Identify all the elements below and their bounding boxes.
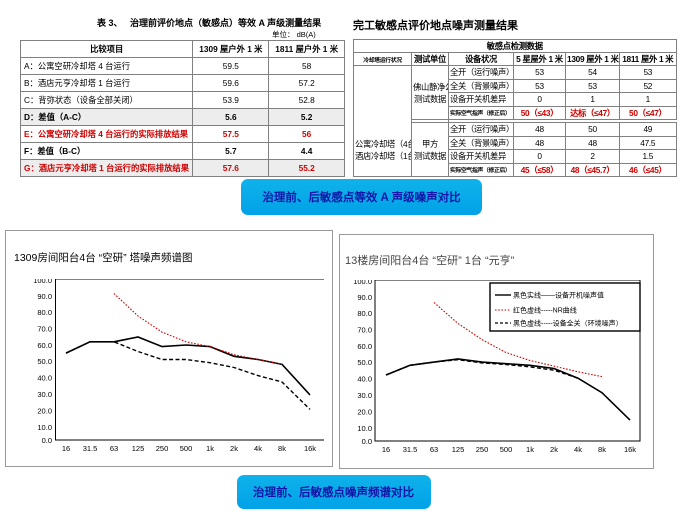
svg-text:125: 125 xyxy=(132,444,145,453)
svg-text:100.0: 100.0 xyxy=(33,279,52,285)
svg-text:40.0: 40.0 xyxy=(357,375,372,384)
svg-text:31.5: 31.5 xyxy=(83,444,98,453)
svg-text:4k: 4k xyxy=(254,444,262,453)
svg-text:40.0: 40.0 xyxy=(37,374,52,383)
svg-text:黑色实线——设备开机噪声值: 黑色实线——设备开机噪声值 xyxy=(513,291,604,300)
svg-text:70.0: 70.0 xyxy=(37,324,52,333)
svg-text:60.0: 60.0 xyxy=(37,341,52,350)
svg-text:90.0: 90.0 xyxy=(357,293,372,302)
svg-text:16: 16 xyxy=(382,445,390,454)
svg-text:30.0: 30.0 xyxy=(357,391,372,400)
svg-text:500: 500 xyxy=(500,445,513,454)
svg-text:8k: 8k xyxy=(598,445,606,454)
svg-text:90.0: 90.0 xyxy=(37,292,52,301)
svg-text:8k: 8k xyxy=(278,444,286,453)
svg-text:500: 500 xyxy=(180,444,193,453)
svg-text:20.0: 20.0 xyxy=(357,407,372,416)
svg-text:2k: 2k xyxy=(550,445,558,454)
svg-text:16k: 16k xyxy=(304,444,316,453)
svg-text:黑色虚线-----设备全关（环境噪声）: 黑色虚线-----设备全关（环境噪声） xyxy=(513,319,623,328)
svg-text:2k: 2k xyxy=(230,444,238,453)
svg-text:16k: 16k xyxy=(624,445,636,454)
svg-text:红色虚线-----NR曲线: 红色虚线-----NR曲线 xyxy=(513,306,577,315)
svg-text:250: 250 xyxy=(476,445,489,454)
svg-text:100.0: 100.0 xyxy=(353,280,372,286)
svg-text:60.0: 60.0 xyxy=(357,342,372,351)
svg-text:63: 63 xyxy=(430,445,438,454)
svg-text:0.0: 0.0 xyxy=(362,437,372,446)
svg-text:125: 125 xyxy=(452,445,465,454)
svg-text:10.0: 10.0 xyxy=(357,424,372,433)
svg-text:16: 16 xyxy=(62,444,70,453)
svg-text:80.0: 80.0 xyxy=(37,308,52,317)
svg-text:70.0: 70.0 xyxy=(357,325,372,334)
svg-text:10.0: 10.0 xyxy=(37,423,52,432)
svg-text:250: 250 xyxy=(156,444,169,453)
svg-text:30.0: 30.0 xyxy=(37,390,52,399)
svg-text:0.0: 0.0 xyxy=(42,436,52,445)
svg-text:1k: 1k xyxy=(526,445,534,454)
svg-text:1k: 1k xyxy=(206,444,214,453)
svg-text:20.0: 20.0 xyxy=(37,406,52,415)
svg-text:31.5: 31.5 xyxy=(403,445,418,454)
svg-text:4k: 4k xyxy=(574,445,582,454)
svg-text:63: 63 xyxy=(110,444,118,453)
svg-text:50.0: 50.0 xyxy=(37,357,52,366)
svg-text:80.0: 80.0 xyxy=(357,309,372,318)
svg-text:50.0: 50.0 xyxy=(357,358,372,367)
